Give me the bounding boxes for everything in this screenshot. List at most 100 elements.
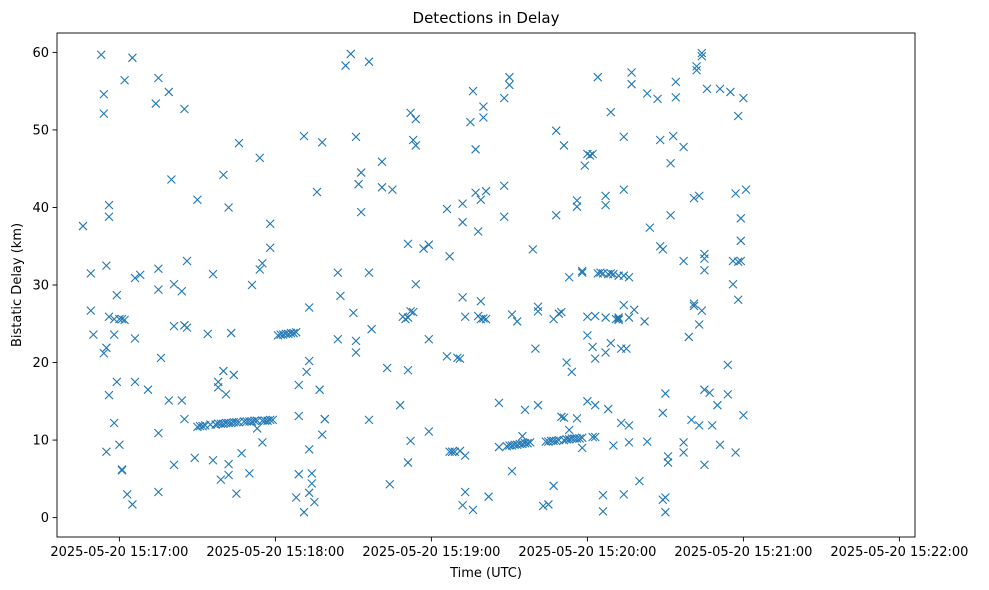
data-point bbox=[143, 385, 153, 395]
data-point bbox=[736, 213, 746, 223]
data-point bbox=[247, 280, 257, 290]
data-point bbox=[226, 328, 236, 338]
data-point bbox=[609, 441, 618, 450]
data-point bbox=[102, 343, 111, 353]
data-point bbox=[203, 329, 213, 339]
data-point bbox=[291, 327, 301, 337]
data-point bbox=[154, 428, 163, 438]
x-tick-label: 2025-05-20 15:20:00 bbox=[518, 545, 656, 560]
data-point bbox=[694, 191, 704, 201]
data-point bbox=[689, 193, 699, 203]
data-point bbox=[572, 196, 582, 205]
data-point bbox=[619, 300, 629, 310]
data-point bbox=[182, 323, 192, 333]
data-point bbox=[583, 331, 592, 340]
data-point bbox=[551, 436, 561, 446]
y-tick-label: 20 bbox=[32, 356, 49, 371]
data-point bbox=[619, 271, 629, 281]
data-point bbox=[564, 425, 574, 435]
data-point bbox=[234, 138, 244, 148]
data-point bbox=[598, 490, 608, 500]
data-point bbox=[99, 348, 109, 358]
data-point bbox=[668, 131, 678, 141]
data-point bbox=[627, 79, 636, 89]
data-point bbox=[364, 268, 374, 277]
data-point bbox=[590, 354, 600, 364]
data-point bbox=[689, 301, 699, 311]
data-point bbox=[476, 195, 486, 205]
data-point bbox=[554, 309, 564, 319]
data-point bbox=[307, 469, 317, 478]
data-point bbox=[661, 389, 670, 398]
data-point bbox=[304, 444, 314, 454]
x-axis-label: Time (UTC) bbox=[449, 566, 522, 581]
data-point bbox=[590, 400, 600, 410]
data-point bbox=[151, 99, 161, 108]
data-point bbox=[624, 272, 634, 282]
data-point bbox=[622, 344, 631, 353]
data-point bbox=[341, 61, 350, 70]
data-point bbox=[505, 72, 514, 82]
data-point bbox=[520, 405, 530, 415]
data-point bbox=[367, 324, 376, 334]
data-point bbox=[583, 396, 592, 406]
data-point bbox=[619, 489, 629, 499]
data-point bbox=[601, 200, 610, 210]
data-point bbox=[559, 413, 569, 422]
data-point bbox=[104, 212, 114, 222]
data-point bbox=[198, 421, 207, 431]
data-point bbox=[258, 438, 267, 447]
data-point bbox=[447, 447, 457, 457]
data-point bbox=[481, 186, 491, 196]
data-point bbox=[315, 385, 324, 395]
data-point bbox=[294, 469, 304, 479]
data-point bbox=[697, 306, 707, 315]
x-tick-label: 2025-05-20 15:19:00 bbox=[362, 545, 500, 560]
plot-area bbox=[56, 32, 916, 538]
data-point bbox=[351, 132, 361, 142]
data-point bbox=[221, 389, 231, 399]
data-point bbox=[624, 438, 634, 447]
data-point bbox=[700, 265, 709, 275]
data-point bbox=[411, 141, 421, 150]
data-point bbox=[733, 111, 743, 121]
data-point bbox=[255, 265, 265, 274]
data-point bbox=[494, 398, 504, 408]
data-point bbox=[182, 256, 192, 266]
data-point bbox=[154, 73, 163, 83]
data-point bbox=[471, 188, 480, 198]
data-point bbox=[208, 269, 218, 279]
data-point bbox=[684, 332, 694, 342]
data-point bbox=[403, 239, 413, 249]
data-point bbox=[180, 414, 189, 424]
data-point bbox=[265, 219, 275, 229]
data-point bbox=[424, 240, 434, 250]
data-point bbox=[154, 487, 163, 497]
data-point bbox=[102, 261, 111, 271]
data-point bbox=[154, 285, 163, 295]
data-point bbox=[346, 49, 356, 59]
data-point bbox=[411, 279, 421, 289]
chart-title: Detections in Delay bbox=[413, 9, 560, 27]
data-point bbox=[112, 290, 122, 300]
data-point bbox=[731, 189, 740, 198]
data-point bbox=[302, 367, 311, 377]
data-point bbox=[645, 223, 655, 233]
data-point bbox=[120, 315, 129, 325]
data-point bbox=[635, 476, 644, 486]
data-point bbox=[219, 170, 228, 180]
data-point bbox=[154, 264, 163, 274]
y-tick-label: 40 bbox=[32, 201, 49, 216]
data-point bbox=[707, 420, 717, 430]
y-tick-label: 10 bbox=[32, 434, 49, 449]
data-point bbox=[424, 427, 434, 436]
data-point bbox=[658, 244, 668, 254]
x-tick-label: 2025-05-20 15:21:00 bbox=[674, 545, 812, 560]
y-tick-label: 0 bbox=[41, 511, 49, 526]
data-point bbox=[86, 306, 96, 315]
data-point bbox=[224, 470, 233, 480]
data-point bbox=[564, 272, 574, 282]
data-point bbox=[528, 244, 538, 254]
data-point bbox=[458, 500, 467, 510]
data-point bbox=[588, 149, 597, 159]
